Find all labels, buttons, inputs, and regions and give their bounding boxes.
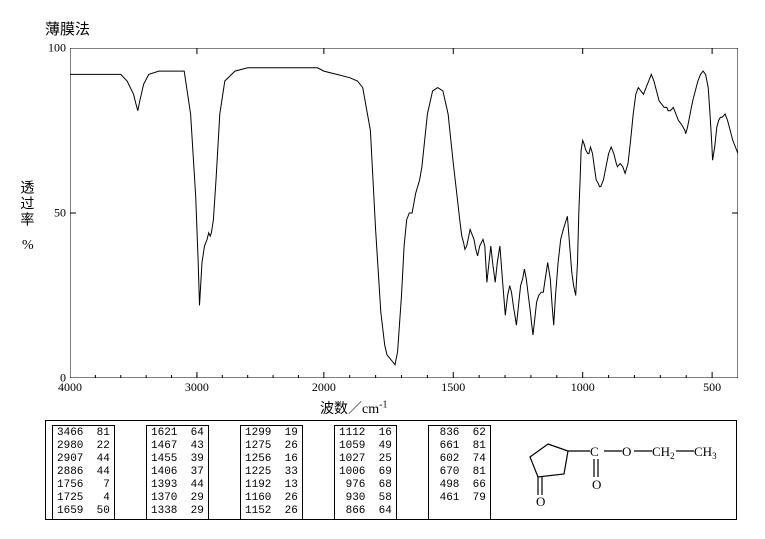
svg-text:CH3: CH3 [694,444,717,461]
x-tick-label: 1000 [571,380,595,395]
svg-text:O: O [622,444,631,459]
x-axis-label: 波数／cm-1 [320,398,387,418]
x-tick-label: 1500 [441,380,465,395]
y-tick-label: 100 [42,41,66,56]
peak-column: 1621 64 1467 43 1455 39 1406 37 1393 44 … [146,425,209,520]
peak-column: 836 62 661 81 602 74 670 81 498 66 461 7… [428,425,491,520]
y-ticks: 050100 [42,48,66,378]
x-tick-label: 500 [703,380,721,395]
peak-molecule-panel: 3466 81 2980 22 2907 44 2886 44 1756 7 1… [45,420,737,520]
y-axis-label-pct: % [22,238,34,254]
svg-text:O: O [536,494,545,509]
x-tick-label: 4000 [58,380,82,395]
x-ticks: 40003000200015001000500 [70,380,738,396]
y-axis-label-cn: 透过率 [18,180,33,228]
svg-text:C: C [590,444,599,459]
peak-column: 1299 19 1275 26 1256 16 1225 33 1192 13 … [240,425,303,520]
peak-column: 1112 16 1059 49 1027 25 1006 69 976 68 9… [334,425,397,520]
page-title: 薄膜法 [45,18,90,39]
x-tick-label: 3000 [185,380,209,395]
peak-column: 3466 81 2980 22 2907 44 2886 44 1756 7 1… [52,425,115,520]
ir-spectrum-chart [70,48,738,378]
svg-text:O: O [592,477,601,492]
x-tick-label: 2000 [312,380,336,395]
y-tick-label: 50 [42,206,66,221]
molecule-structure: C O O O CH2 CH3 [518,429,728,509]
svg-text:CH2: CH2 [652,444,675,461]
y-axis-label: 透过率 [18,180,33,232]
